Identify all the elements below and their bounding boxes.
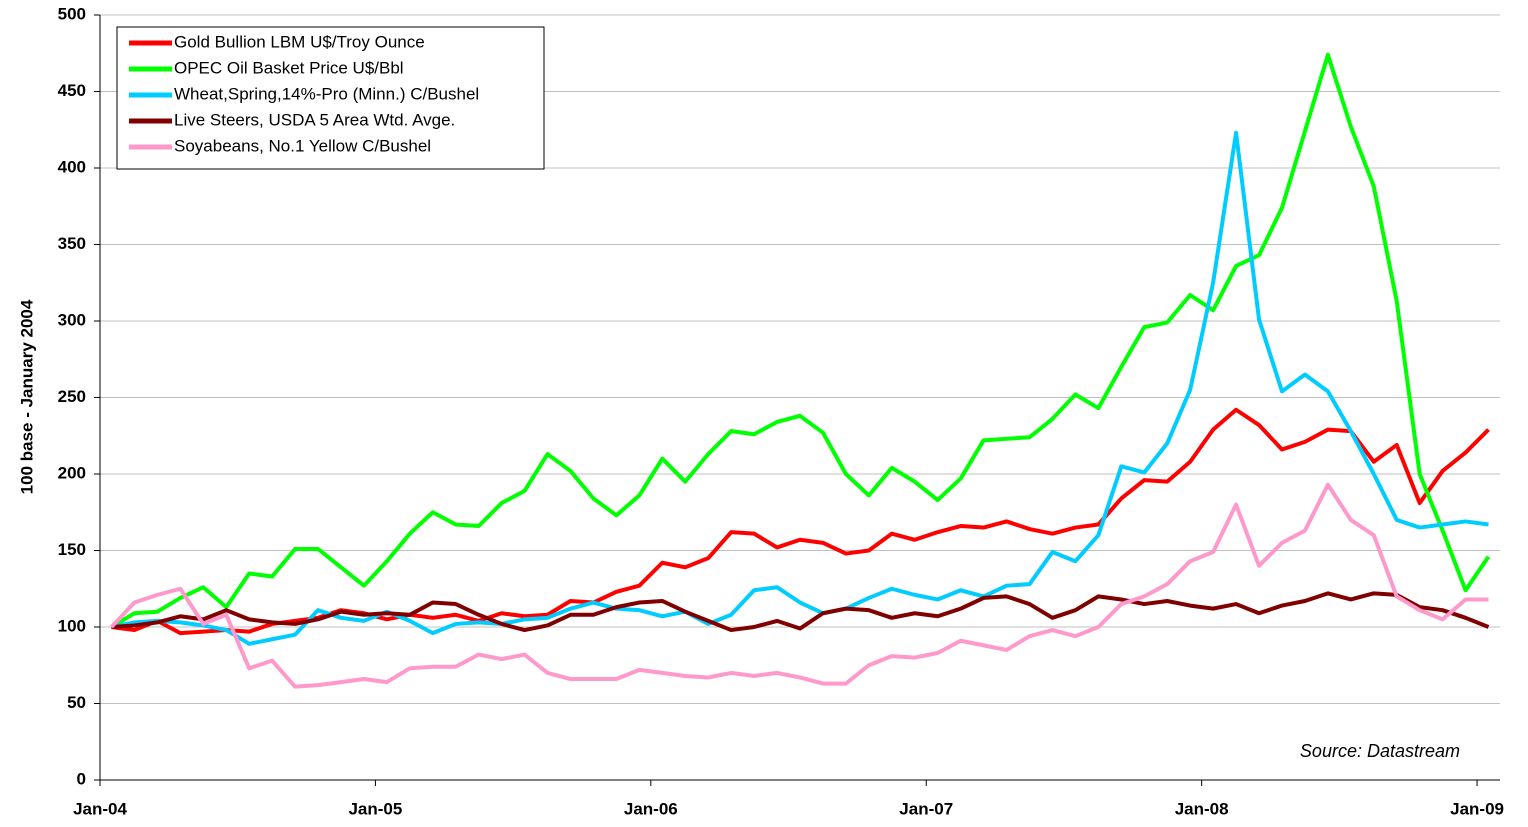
legend-box	[116, 26, 545, 170]
series-line	[111, 591, 1490, 633]
legend-label: Gold Bullion LBM U$/Troy Ounce	[174, 32, 425, 51]
y-tick-label: 0	[77, 769, 86, 788]
x-tick-label: Jan-09	[1450, 799, 1504, 818]
y-tick-label: 350	[58, 234, 86, 253]
y-tick-label: 50	[67, 693, 86, 712]
y-tick-label: 150	[58, 540, 86, 559]
y-tick-label: 100	[58, 616, 86, 635]
legend-label: Soyabeans, No.1 Yellow C/Bushel	[174, 136, 431, 155]
series-line	[110, 482, 1489, 689]
x-tick-label: Jan-04	[73, 799, 127, 818]
y-tick-label: 300	[58, 310, 86, 329]
y-tick-label: 400	[58, 157, 86, 176]
legend-label: Wheat,Spring,14%-Pro (Minn.) C/Bushel	[174, 84, 479, 103]
y-tick-label: 250	[58, 387, 86, 406]
legend-label: OPEC Oil Basket Price U$/Bbl	[174, 58, 404, 77]
y-axis-title: 100 base - January 2004	[17, 299, 36, 494]
series-line	[110, 52, 1491, 629]
y-tick-label: 500	[58, 4, 86, 23]
series-line	[111, 407, 1490, 636]
x-tick-label: Jan-07	[899, 799, 953, 818]
series-line	[111, 130, 1489, 646]
x-tick-label: Jan-05	[348, 799, 402, 818]
y-tick-label: 200	[58, 463, 86, 482]
legend-label: Live Steers, USDA 5 Area Wtd. Avge.	[174, 110, 455, 129]
x-tick-label: Jan-06	[624, 799, 678, 818]
source-note: Source: Datastream	[1300, 741, 1460, 761]
y-tick-label: 450	[58, 81, 86, 100]
x-tick-label: Jan-08	[1175, 799, 1229, 818]
